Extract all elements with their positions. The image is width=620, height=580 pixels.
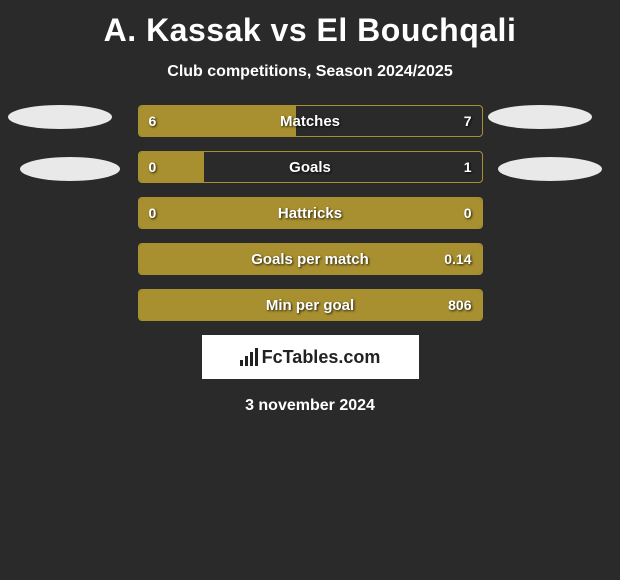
comparison-area: 6 Matches 7 0 Goals 1 0 Hattricks 0 Goal… [0, 105, 620, 415]
bars-icon [240, 348, 258, 366]
player-left-ellipse-2 [20, 157, 120, 181]
player-right-ellipse-2 [498, 157, 602, 181]
stat-label: Goals [139, 152, 482, 182]
stat-row-goals-per-match: Goals per match 0.14 [138, 243, 483, 275]
stat-right-value: 1 [464, 152, 472, 182]
stat-label: Min per goal [139, 290, 482, 320]
page-subtitle: Club competitions, Season 2024/2025 [0, 63, 620, 81]
logo-label: FcTables.com [262, 347, 381, 368]
stat-right-value: 806 [448, 290, 471, 320]
stat-right-value: 0 [464, 198, 472, 228]
logo-text: FcTables.com [240, 347, 381, 368]
stat-label: Matches [139, 106, 482, 136]
stat-right-value: 7 [464, 106, 472, 136]
stat-label: Hattricks [139, 198, 482, 228]
player-left-ellipse-1 [8, 105, 112, 129]
stat-row-hattricks: 0 Hattricks 0 [138, 197, 483, 229]
page-title: A. Kassak vs El Bouchqali [0, 0, 620, 49]
stat-row-matches: 6 Matches 7 [138, 105, 483, 137]
player-right-ellipse-1 [488, 105, 592, 129]
stat-label: Goals per match [139, 244, 482, 274]
stat-right-value: 0.14 [444, 244, 471, 274]
source-logo: FcTables.com [202, 335, 419, 379]
stat-row-goals: 0 Goals 1 [138, 151, 483, 183]
snapshot-date: 3 november 2024 [0, 397, 620, 415]
stat-row-min-per-goal: Min per goal 806 [138, 289, 483, 321]
